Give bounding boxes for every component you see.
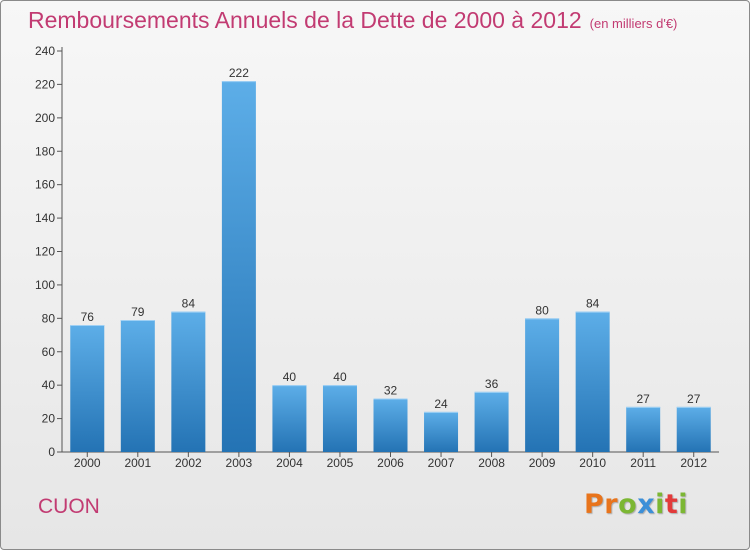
y-tick-label: 20 [42,412,56,426]
y-tick-label: 220 [35,77,55,91]
commune-name: CUON [38,495,100,518]
data-label: 84 [586,297,600,311]
data-label: 36 [485,377,499,391]
bar-2001 [120,320,155,452]
bar-2004 [272,385,307,452]
bar-2008 [474,391,509,452]
y-tick-label: 240 [35,44,55,58]
x-tick-label: 2007 [428,456,455,470]
chart-subtitle: (en milliers d'€) [589,16,678,31]
y-tick-label: 60 [42,345,56,359]
data-label: 80 [535,303,549,317]
x-tick-label: 2006 [377,456,404,470]
data-label: 24 [434,397,448,411]
logo-letter: i [678,489,689,520]
logo-letter: x [637,489,656,520]
bar-2003 [221,81,256,452]
chart-title: Remboursements Annuels de la Dette de 20… [28,7,677,34]
y-tick-label: 120 [35,245,55,259]
x-tick-label: 2004 [276,456,303,470]
y-tick-label: 0 [48,445,55,459]
y-tick-label: 80 [42,311,56,325]
data-label: 84 [182,297,196,311]
x-tick-label: 2011 [630,456,656,470]
x-tick-label: 2008 [478,456,505,470]
data-label: 40 [283,370,297,384]
chart-data-labels: 76 79 84 222 40 40 32 24 36 80 84 27 27 [81,66,701,411]
bar-2012 [676,406,711,452]
y-tick-label: 180 [35,144,55,158]
bar-2002 [171,311,206,452]
logo-letter: o [618,489,638,520]
y-tick-label: 200 [35,111,55,125]
data-label: 79 [131,305,145,319]
chart-title-text: Remboursements Annuels de la Dette de 20… [28,7,582,33]
proxiti-logo: Proxiti [584,489,688,520]
data-label: 76 [81,310,95,324]
x-tick-label: 2001 [124,456,151,470]
chart-bars [70,81,711,452]
logo-letter: i [655,489,665,520]
logo-letter: P [584,489,605,520]
logo-letter: t [664,489,679,520]
data-label: 32 [384,384,398,398]
data-label: 27 [637,392,651,406]
x-tick-label: 2012 [680,456,707,470]
x-tick-label: 2009 [529,456,556,470]
x-tick-label: 2005 [327,456,354,470]
data-label: 27 [687,392,701,406]
bar-2009 [525,318,560,452]
x-tick-label: 2000 [74,456,101,470]
y-tick-label: 40 [42,378,56,392]
bar-2005 [322,385,357,452]
y-tick-label: 100 [35,278,55,292]
bar-2010 [575,311,610,452]
bar-2000 [70,325,105,452]
bar-2006 [373,398,408,452]
x-tick-label: 2010 [579,456,606,470]
data-label: 222 [229,66,249,80]
x-tick-label: 2003 [226,456,253,470]
chart-axes: 0 20 40 60 80 100 120 140 160 180 200 220 240 2000 200… [35,44,719,470]
y-tick-label: 140 [35,211,55,225]
logo-letter: r [604,489,619,520]
y-tick-label: 160 [35,178,55,192]
x-tick-label: 2002 [175,456,202,470]
bar-2011 [626,406,661,452]
bar-2007 [424,411,459,452]
data-label: 40 [333,370,347,384]
